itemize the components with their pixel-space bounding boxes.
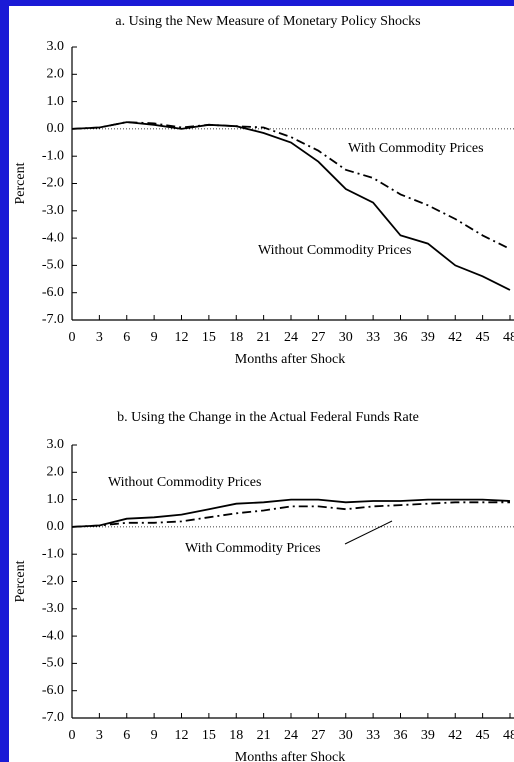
y-tick-label: -6.0: [42, 683, 64, 698]
x-tick-label: 30: [339, 330, 353, 345]
y-tick-label: -4.0: [42, 628, 64, 643]
x-tick-label: 15: [202, 330, 216, 345]
y-tick-label: -3.0: [42, 203, 64, 218]
series-label: Without Commodity Prices: [258, 243, 411, 258]
y-axis-label: Percent: [13, 560, 28, 602]
x-tick-label: 18: [229, 728, 243, 743]
y-tick-label: -4.0: [42, 230, 64, 245]
x-tick-label: 30: [339, 728, 353, 743]
x-tick-label: 9: [151, 728, 158, 743]
x-tick-label: 48: [503, 330, 514, 345]
x-tick-label: 0: [69, 728, 76, 743]
x-tick-label: 42: [448, 330, 462, 345]
x-tick-label: 6: [123, 330, 130, 345]
x-tick-label: 12: [175, 330, 189, 345]
series-line: [71, 121, 511, 291]
x-tick-label: 21: [257, 728, 271, 743]
series-line: [71, 501, 510, 528]
x-tick-label: 24: [284, 330, 298, 345]
y-tick-label: -2.0: [42, 176, 64, 191]
x-axis-label: Months after Shock: [235, 750, 345, 762]
x-tick-label: 48: [503, 728, 514, 743]
y-tick-label: 3.0: [47, 437, 65, 452]
x-tick-label: 9: [151, 330, 158, 345]
series-label: With Commodity Prices: [185, 541, 321, 556]
y-tick-label: -5.0: [42, 656, 64, 671]
x-tick-label: 27: [311, 330, 325, 345]
y-tick-label: 1.0: [47, 492, 65, 507]
x-tick-label: 45: [476, 330, 490, 345]
y-tick-label: -6.0: [42, 285, 64, 300]
y-tick-label: -3.0: [42, 601, 64, 616]
left-border: [0, 0, 9, 762]
y-tick-label: -1.0: [42, 546, 64, 561]
x-tick-label: 36: [394, 330, 408, 345]
y-tick-label: -2.0: [42, 574, 64, 589]
y-tick-label: -1.0: [42, 148, 64, 163]
y-tick-label: -5.0: [42, 258, 64, 273]
y-tick-label: -7.0: [42, 312, 64, 327]
x-tick-label: 15: [202, 728, 216, 743]
x-tick-label: 6: [123, 728, 130, 743]
x-tick-label: 39: [421, 728, 435, 743]
label-leader: [344, 520, 393, 545]
top-border: [0, 0, 514, 6]
series-line: [71, 121, 511, 250]
chart-title: b. Using the Change in the Actual Federa…: [117, 410, 419, 425]
x-tick-label: 33: [366, 330, 380, 345]
y-tick-label: 2.0: [47, 67, 65, 82]
y-tick-label: 2.0: [47, 465, 65, 480]
y-tick-label: 1.0: [47, 94, 65, 109]
series-line: [71, 498, 511, 528]
x-axis-label: Months after Shock: [235, 352, 345, 367]
x-tick-label: 12: [175, 728, 189, 743]
x-tick-label: 18: [229, 330, 243, 345]
x-tick-label: 45: [476, 728, 490, 743]
x-tick-label: 39: [421, 330, 435, 345]
x-tick-label: 21: [257, 330, 271, 345]
y-tick-label: -7.0: [42, 710, 64, 725]
y-tick-label: 0.0: [47, 121, 65, 136]
x-tick-label: 3: [96, 330, 103, 345]
series-label: With Commodity Prices: [348, 141, 484, 156]
x-tick-label: 33: [366, 728, 380, 743]
y-axis-label: Percent: [13, 162, 28, 204]
y-tick-label: 3.0: [47, 39, 65, 54]
x-tick-label: 27: [311, 728, 325, 743]
series-label: Without Commodity Prices: [108, 475, 261, 490]
x-tick-label: 36: [394, 728, 408, 743]
x-tick-label: 42: [448, 728, 462, 743]
y-tick-label: 0.0: [47, 519, 65, 534]
x-tick-label: 24: [284, 728, 298, 743]
x-tick-label: 3: [96, 728, 103, 743]
x-tick-label: 0: [69, 330, 76, 345]
chart-title: a. Using the New Measure of Monetary Pol…: [115, 14, 420, 29]
